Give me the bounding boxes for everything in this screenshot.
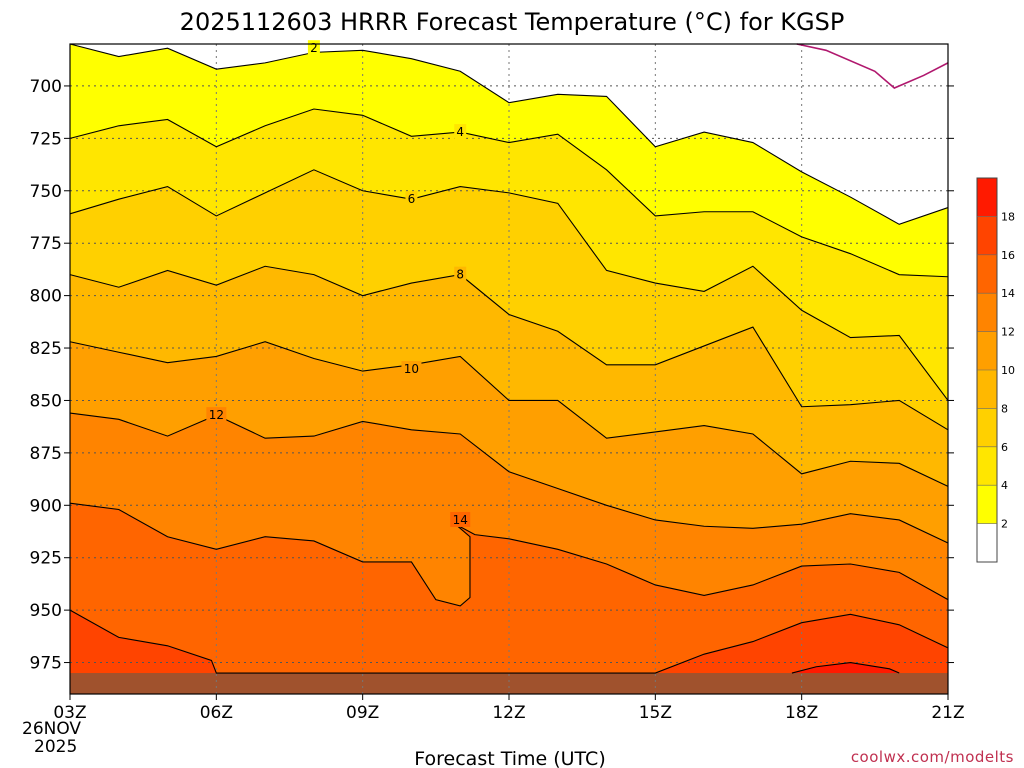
colorbar-swatch-14 bbox=[977, 293, 997, 332]
y-tick-label-775: 775 bbox=[30, 234, 62, 254]
y-tick-label-750: 750 bbox=[30, 182, 62, 202]
band-fill-16c bbox=[70, 610, 948, 694]
contour-label-bg-6 bbox=[405, 191, 418, 207]
x-axis: 03Z 06Z 09Z 12Z 15Z 18Z 21Z bbox=[53, 694, 965, 723]
x-tick-label-03Z: 03Z bbox=[53, 703, 86, 723]
contour-label-bg-14 bbox=[450, 511, 471, 527]
colorbar-label-18: 18 bbox=[1001, 210, 1015, 223]
plot-area bbox=[70, 44, 948, 694]
contour-line-10c bbox=[69, 341, 949, 487]
contour-line-16c bbox=[69, 609, 949, 674]
colorbar-label-12: 12 bbox=[1001, 326, 1015, 339]
x-tick-label-18Z: 18Z bbox=[785, 703, 818, 723]
contour-line-18c bbox=[791, 661, 900, 674]
contour-label-2: 2 bbox=[310, 41, 318, 55]
freezing-line-0c bbox=[796, 43, 949, 89]
contour-label-14: 14 bbox=[453, 513, 468, 527]
date-label-year: 2025 bbox=[34, 737, 77, 757]
contour-label-bg-10 bbox=[401, 361, 422, 376]
x-tick-label-12Z: 12Z bbox=[492, 703, 525, 723]
contour-line-6c bbox=[69, 169, 949, 401]
date-label-day: 26NOV bbox=[22, 719, 81, 739]
colorbar-swatch-2 bbox=[977, 523, 997, 562]
contour-line-14c bbox=[69, 502, 949, 607]
colorbar-label-10: 10 bbox=[1001, 364, 1015, 377]
contour-label-8: 8 bbox=[456, 268, 464, 282]
y-tick-label-875: 875 bbox=[30, 444, 62, 464]
grid-lines bbox=[70, 44, 948, 694]
colorbar-label-6: 6 bbox=[1001, 441, 1008, 454]
contour-label-12: 12 bbox=[209, 408, 224, 422]
contour-line-4c bbox=[69, 108, 949, 278]
colorbar-legend: 2 4 6 8 10 12 14 16 18 bbox=[976, 177, 1015, 563]
colorbar-swatch-16 bbox=[977, 254, 997, 294]
colorbar-label-8: 8 bbox=[1001, 402, 1008, 415]
colorbar-label-4: 4 bbox=[1001, 479, 1008, 492]
colorbar-swatch-20 bbox=[977, 178, 997, 217]
y-tick-label-900: 900 bbox=[30, 496, 62, 516]
y-axis: 700 725 750 775 800 825 850 875 900 925 950 975 bbox=[30, 77, 954, 674]
ground-surface bbox=[70, 673, 948, 694]
contour-labels: 2 4 6 8 10 12 14 bbox=[206, 40, 471, 527]
contour-line-2c bbox=[69, 43, 949, 225]
y-tick-label-850: 850 bbox=[30, 391, 62, 411]
contour-line-8c bbox=[69, 265, 949, 431]
x-tick-label-15Z: 15Z bbox=[639, 703, 672, 723]
contour-label-4: 4 bbox=[456, 125, 464, 139]
colorbar-swatch-18 bbox=[977, 216, 997, 255]
contour-label-10: 10 bbox=[404, 362, 419, 376]
colorbar-swatch-6 bbox=[977, 446, 997, 486]
colorbar-label-2: 2 bbox=[1001, 518, 1008, 531]
x-tick-label-21Z: 21Z bbox=[931, 703, 964, 723]
colorbar-swatch-10 bbox=[977, 370, 997, 409]
y-tick-label-950: 950 bbox=[30, 601, 62, 621]
y-tick-label-975: 975 bbox=[30, 654, 62, 674]
y-tick-label-700: 700 bbox=[30, 77, 62, 97]
colorbar-swatch-4 bbox=[977, 485, 997, 524]
credit-text: coolwx.com/modelts bbox=[851, 748, 1014, 766]
contour-label-6: 6 bbox=[408, 192, 416, 206]
contour-label-bg-8 bbox=[454, 266, 467, 282]
x-tick-label-09Z: 09Z bbox=[346, 703, 379, 723]
chart-title: 2025112603 HRRR Forecast Temperature (°C… bbox=[180, 8, 845, 36]
y-tick-label-800: 800 bbox=[30, 287, 62, 307]
colorbar-label-16: 16 bbox=[1001, 249, 1015, 262]
y-tick-label-725: 725 bbox=[30, 129, 62, 149]
contour-lines bbox=[69, 43, 949, 674]
contour-label-bg-12 bbox=[206, 407, 227, 423]
colorbar-swatch-12 bbox=[977, 331, 997, 370]
colorbar-label-14: 14 bbox=[1001, 287, 1015, 300]
x-axis-label: Forecast Time (UTC) bbox=[414, 748, 605, 768]
band-fill-14c bbox=[70, 503, 948, 694]
y-tick-label-925: 925 bbox=[30, 549, 62, 569]
y-tick-label-825: 825 bbox=[30, 339, 62, 359]
contour-label-bg-4 bbox=[454, 124, 467, 140]
x-tick-label-06Z: 06Z bbox=[200, 703, 233, 723]
colorbar-swatch-8 bbox=[977, 408, 997, 447]
